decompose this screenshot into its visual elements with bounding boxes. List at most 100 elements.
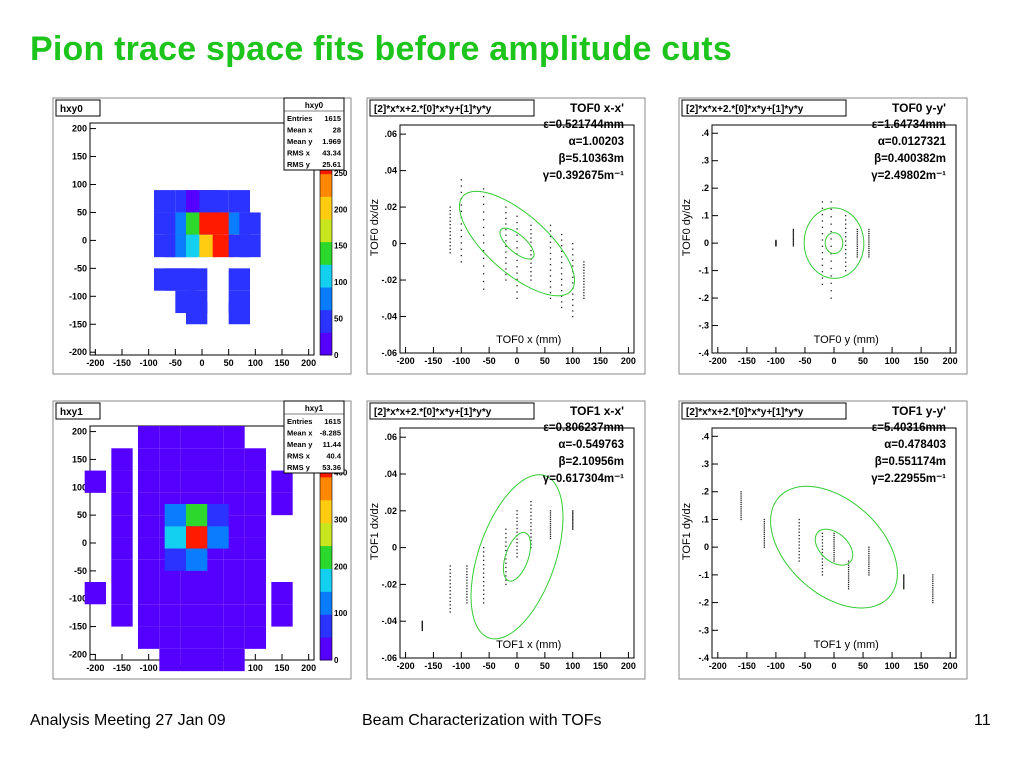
data-point xyxy=(845,231,847,234)
data-point xyxy=(505,558,507,560)
data-point xyxy=(466,596,468,598)
data-point xyxy=(560,245,563,247)
colorbar-segment xyxy=(320,173,332,197)
fit-title: TOF0 x-x' xyxy=(570,101,624,115)
data-point xyxy=(449,568,451,571)
data-point xyxy=(516,542,518,544)
data-point xyxy=(798,554,800,556)
data-point xyxy=(505,541,507,543)
x-tick-label: -200 xyxy=(709,356,727,366)
data-point xyxy=(798,522,800,524)
heatmap-cell xyxy=(228,268,250,291)
data-point xyxy=(460,235,462,238)
heatmap-cell xyxy=(180,648,202,672)
data-point xyxy=(460,204,462,206)
data-point xyxy=(792,241,795,243)
data-point xyxy=(505,206,507,208)
data-point xyxy=(449,586,451,588)
data-point xyxy=(560,267,563,269)
x-tick-label: 150 xyxy=(593,661,608,671)
y-tick-label: .4 xyxy=(701,431,709,441)
data-point xyxy=(845,219,847,221)
data-point xyxy=(421,627,423,629)
data-point xyxy=(516,556,518,558)
y-tick-label: -.06 xyxy=(381,653,397,663)
colorbar-segment xyxy=(320,545,332,569)
data-point xyxy=(516,527,518,530)
fit-parameter: α=0.478403 xyxy=(884,439,946,451)
data-point xyxy=(516,228,518,230)
x-tick-label: 50 xyxy=(858,356,868,366)
data-point xyxy=(856,254,858,256)
data-point xyxy=(572,520,574,522)
y-tick-label: .4 xyxy=(701,128,709,138)
x-tick-label: -200 xyxy=(397,661,415,671)
data-point xyxy=(833,547,835,549)
data-point xyxy=(792,231,795,233)
data-point xyxy=(821,561,824,563)
fit-parameter: γ=2.22955m⁻¹ xyxy=(871,473,946,485)
data-point xyxy=(740,512,742,514)
data-point xyxy=(549,241,552,243)
fit-parameter: β=2.10956m xyxy=(558,456,624,468)
data-point xyxy=(505,212,507,214)
data-point xyxy=(505,549,507,552)
x-tick-label: -200 xyxy=(86,358,104,368)
data-point xyxy=(868,254,870,256)
y-tick-label: -50 xyxy=(74,263,87,273)
footer-page-number: 11 xyxy=(974,712,991,729)
data-point xyxy=(549,531,552,533)
data-point xyxy=(847,566,850,569)
data-point xyxy=(449,604,451,606)
data-point xyxy=(466,599,468,601)
y-tick-label: .06 xyxy=(384,432,397,442)
data-point xyxy=(530,241,532,243)
data-point xyxy=(868,570,870,572)
data-point xyxy=(821,574,824,576)
y-tick-label: -.4 xyxy=(698,653,709,663)
y-tick-label: 50 xyxy=(77,510,87,520)
data-point xyxy=(505,234,507,236)
data-point xyxy=(856,247,858,250)
data-point xyxy=(482,280,485,283)
heatmap-cell xyxy=(186,268,208,291)
y-tick-label: -.3 xyxy=(698,625,709,635)
data-point xyxy=(530,515,532,517)
data-point xyxy=(482,234,485,236)
fit-title: TOF0 y-y' xyxy=(892,101,946,115)
data-point xyxy=(763,542,765,544)
heatmap-cell xyxy=(244,604,266,627)
x-axis-label: TOF0 x (mm) xyxy=(496,334,561,346)
data-point xyxy=(449,565,451,567)
colorbar-segment xyxy=(320,591,332,615)
data-point xyxy=(583,283,585,285)
x-tick-label: 50 xyxy=(540,661,550,671)
colorbar-label: 200 xyxy=(334,205,348,214)
x-tick-label: -100 xyxy=(140,358,158,368)
x-tick-label: 200 xyxy=(943,661,958,671)
data-point xyxy=(583,297,585,299)
data-point xyxy=(763,529,765,531)
data-point xyxy=(792,232,795,234)
data-point xyxy=(833,556,835,558)
data-point xyxy=(868,567,870,570)
data-point xyxy=(572,259,574,262)
y-tick-label: -150 xyxy=(69,319,87,329)
data-point xyxy=(549,292,552,294)
data-point xyxy=(903,583,905,586)
data-point xyxy=(549,252,552,255)
stats-value: 53.36 xyxy=(322,463,341,472)
y-tick-label: -.02 xyxy=(381,579,397,589)
data-point xyxy=(449,572,451,574)
heatmap-cell xyxy=(223,448,245,471)
data-point xyxy=(868,235,870,237)
data-point xyxy=(572,527,574,529)
heatmap-cell xyxy=(111,559,133,582)
data-point xyxy=(903,585,905,588)
data-point xyxy=(549,510,552,512)
data-point xyxy=(549,275,552,277)
fit-parameter: γ=0.392675m⁻¹ xyxy=(543,170,624,182)
data-point xyxy=(549,514,552,516)
data-point xyxy=(449,607,451,610)
data-point xyxy=(821,542,824,544)
